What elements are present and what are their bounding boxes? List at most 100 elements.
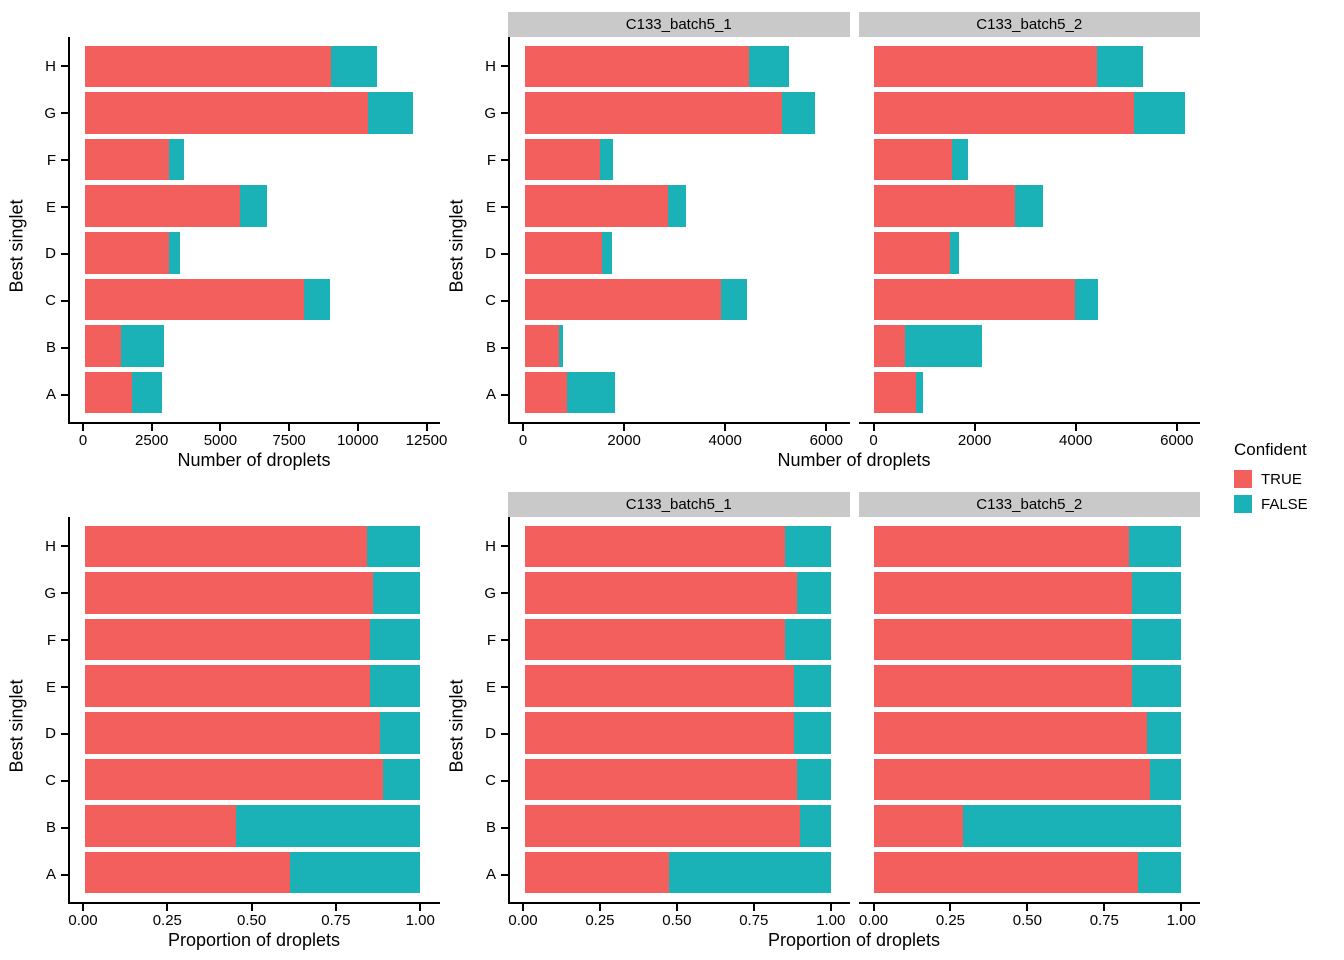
bar-segment-false [303, 278, 330, 321]
y-tick-label: A [485, 866, 496, 884]
bar-row-E [525, 183, 842, 230]
facet-strip-batch5-1: C133_batch5_1 [508, 492, 850, 517]
bar-segment-false [366, 525, 421, 568]
plot-counts-faceted: Best singlet H G F E D C B A C133_batch5_1 [440, 12, 1200, 480]
y-tick [501, 346, 508, 349]
bar-row-C [873, 276, 1193, 323]
y-tick-label: E [485, 198, 496, 216]
x-axis-ticks: 0.00 0.25 0.50 0.75 1.00 [859, 904, 1196, 930]
stacked-bar-H [873, 45, 1193, 88]
y-tick [501, 252, 508, 255]
y-axis-title: Best singlet [6, 679, 27, 773]
bar-row-A [85, 849, 432, 896]
bar-row-F [525, 136, 842, 183]
y-axis-labels: H G F E D C B A [474, 517, 508, 904]
x-tick [872, 424, 875, 431]
panel-proportions-all [68, 517, 440, 904]
x-tick [82, 424, 84, 431]
bar-segment-true [85, 138, 170, 181]
y-tick-label: H [485, 537, 496, 555]
x-tick [522, 424, 524, 431]
bar-segment-true [873, 851, 1139, 894]
facet-strip-batch5-2: C133_batch5_2 [858, 12, 1200, 37]
stacked-bar-C [525, 278, 842, 321]
bar-row-E [85, 663, 432, 710]
stacked-bar-A [525, 851, 842, 894]
bar-segment-false [1134, 92, 1185, 134]
bar-segment-true [873, 572, 1132, 614]
x-tick-label: 0 [518, 432, 528, 449]
x-tick-label: 4000 [1059, 432, 1093, 449]
y-tick [501, 686, 508, 689]
y-axis-label-row: C [474, 757, 508, 804]
x-tick [219, 424, 222, 431]
stacked-bar-C [873, 758, 1193, 801]
y-tick [61, 592, 68, 595]
y-tick [61, 65, 68, 68]
y-axis-label-row: G [474, 90, 508, 137]
bar-segment-false [369, 618, 421, 661]
bar-segment-true [873, 618, 1132, 661]
bar-segment-false [667, 185, 687, 227]
x-tick-label: 0.50 [662, 912, 692, 929]
legend-item-true: TRUE [1234, 470, 1344, 488]
bar-segment-true [873, 712, 1148, 754]
bar-row-C [873, 756, 1193, 803]
bar-segment-false [235, 805, 421, 847]
bar-segment-true [85, 525, 367, 568]
bar-row-A [873, 369, 1193, 416]
bar-segment-false [1131, 572, 1182, 614]
y-axis-label-row: G [34, 90, 68, 137]
stacked-bar-H [525, 45, 842, 88]
x-tick-label: 0.25 [152, 912, 182, 929]
bar-row-C [85, 756, 432, 803]
row-number-of-droplets: Best singlet H G F E D C B A 0 2500 5000 7500 10000… [0, 12, 1200, 480]
stacked-bar-F [85, 618, 432, 661]
y-axis-label-row: E [474, 664, 508, 711]
bar-segment-false [797, 572, 831, 614]
x-tick-label: 0.25 [585, 912, 615, 929]
y-tick [501, 592, 508, 595]
y-axis-label-row: B [34, 804, 68, 851]
y-axis-label-row: D [34, 231, 68, 278]
x-tick-label: 0.25 [935, 912, 966, 929]
y-tick [501, 65, 508, 68]
y-tick-label: G [484, 584, 496, 602]
stacked-bar-D [525, 712, 842, 754]
x-tick [825, 424, 828, 431]
y-axis-label-row: F [34, 617, 68, 664]
y-tick [501, 873, 508, 876]
bar-segment-true [873, 278, 1076, 321]
bar-row-E [873, 183, 1193, 230]
bar-segment-false [1128, 525, 1182, 568]
y-tick [501, 545, 508, 548]
y-tick-label: E [45, 678, 56, 696]
bar-segment-true [525, 851, 669, 894]
bar-segment-true [525, 45, 749, 88]
bar-row-E [873, 663, 1193, 710]
y-tick [61, 826, 68, 829]
bar-row-A [873, 849, 1193, 896]
y-axis-title-column: Best singlet [0, 492, 34, 960]
x-tick-label: 6000 [809, 432, 844, 449]
plot-area [85, 523, 432, 896]
y-axis-label-row: H [34, 523, 68, 570]
legend-swatch-true [1234, 470, 1252, 488]
y-tick [61, 159, 68, 162]
x-tick [166, 904, 169, 911]
stacked-bar-C [873, 278, 1193, 321]
x-tick [1175, 424, 1178, 431]
bar-segment-false [169, 232, 181, 274]
y-tick [501, 826, 508, 829]
bar-row-A [525, 849, 842, 896]
y-axis-title-column: Best singlet [0, 12, 34, 480]
stacked-bar-F [873, 138, 1193, 181]
stacked-bar-H [85, 45, 432, 88]
y-tick [61, 393, 68, 396]
y-tick [501, 299, 508, 302]
y-axis-label-row: B [474, 324, 508, 371]
bar-segment-true [873, 805, 963, 847]
y-tick [61, 112, 68, 115]
x-tick [752, 904, 755, 911]
